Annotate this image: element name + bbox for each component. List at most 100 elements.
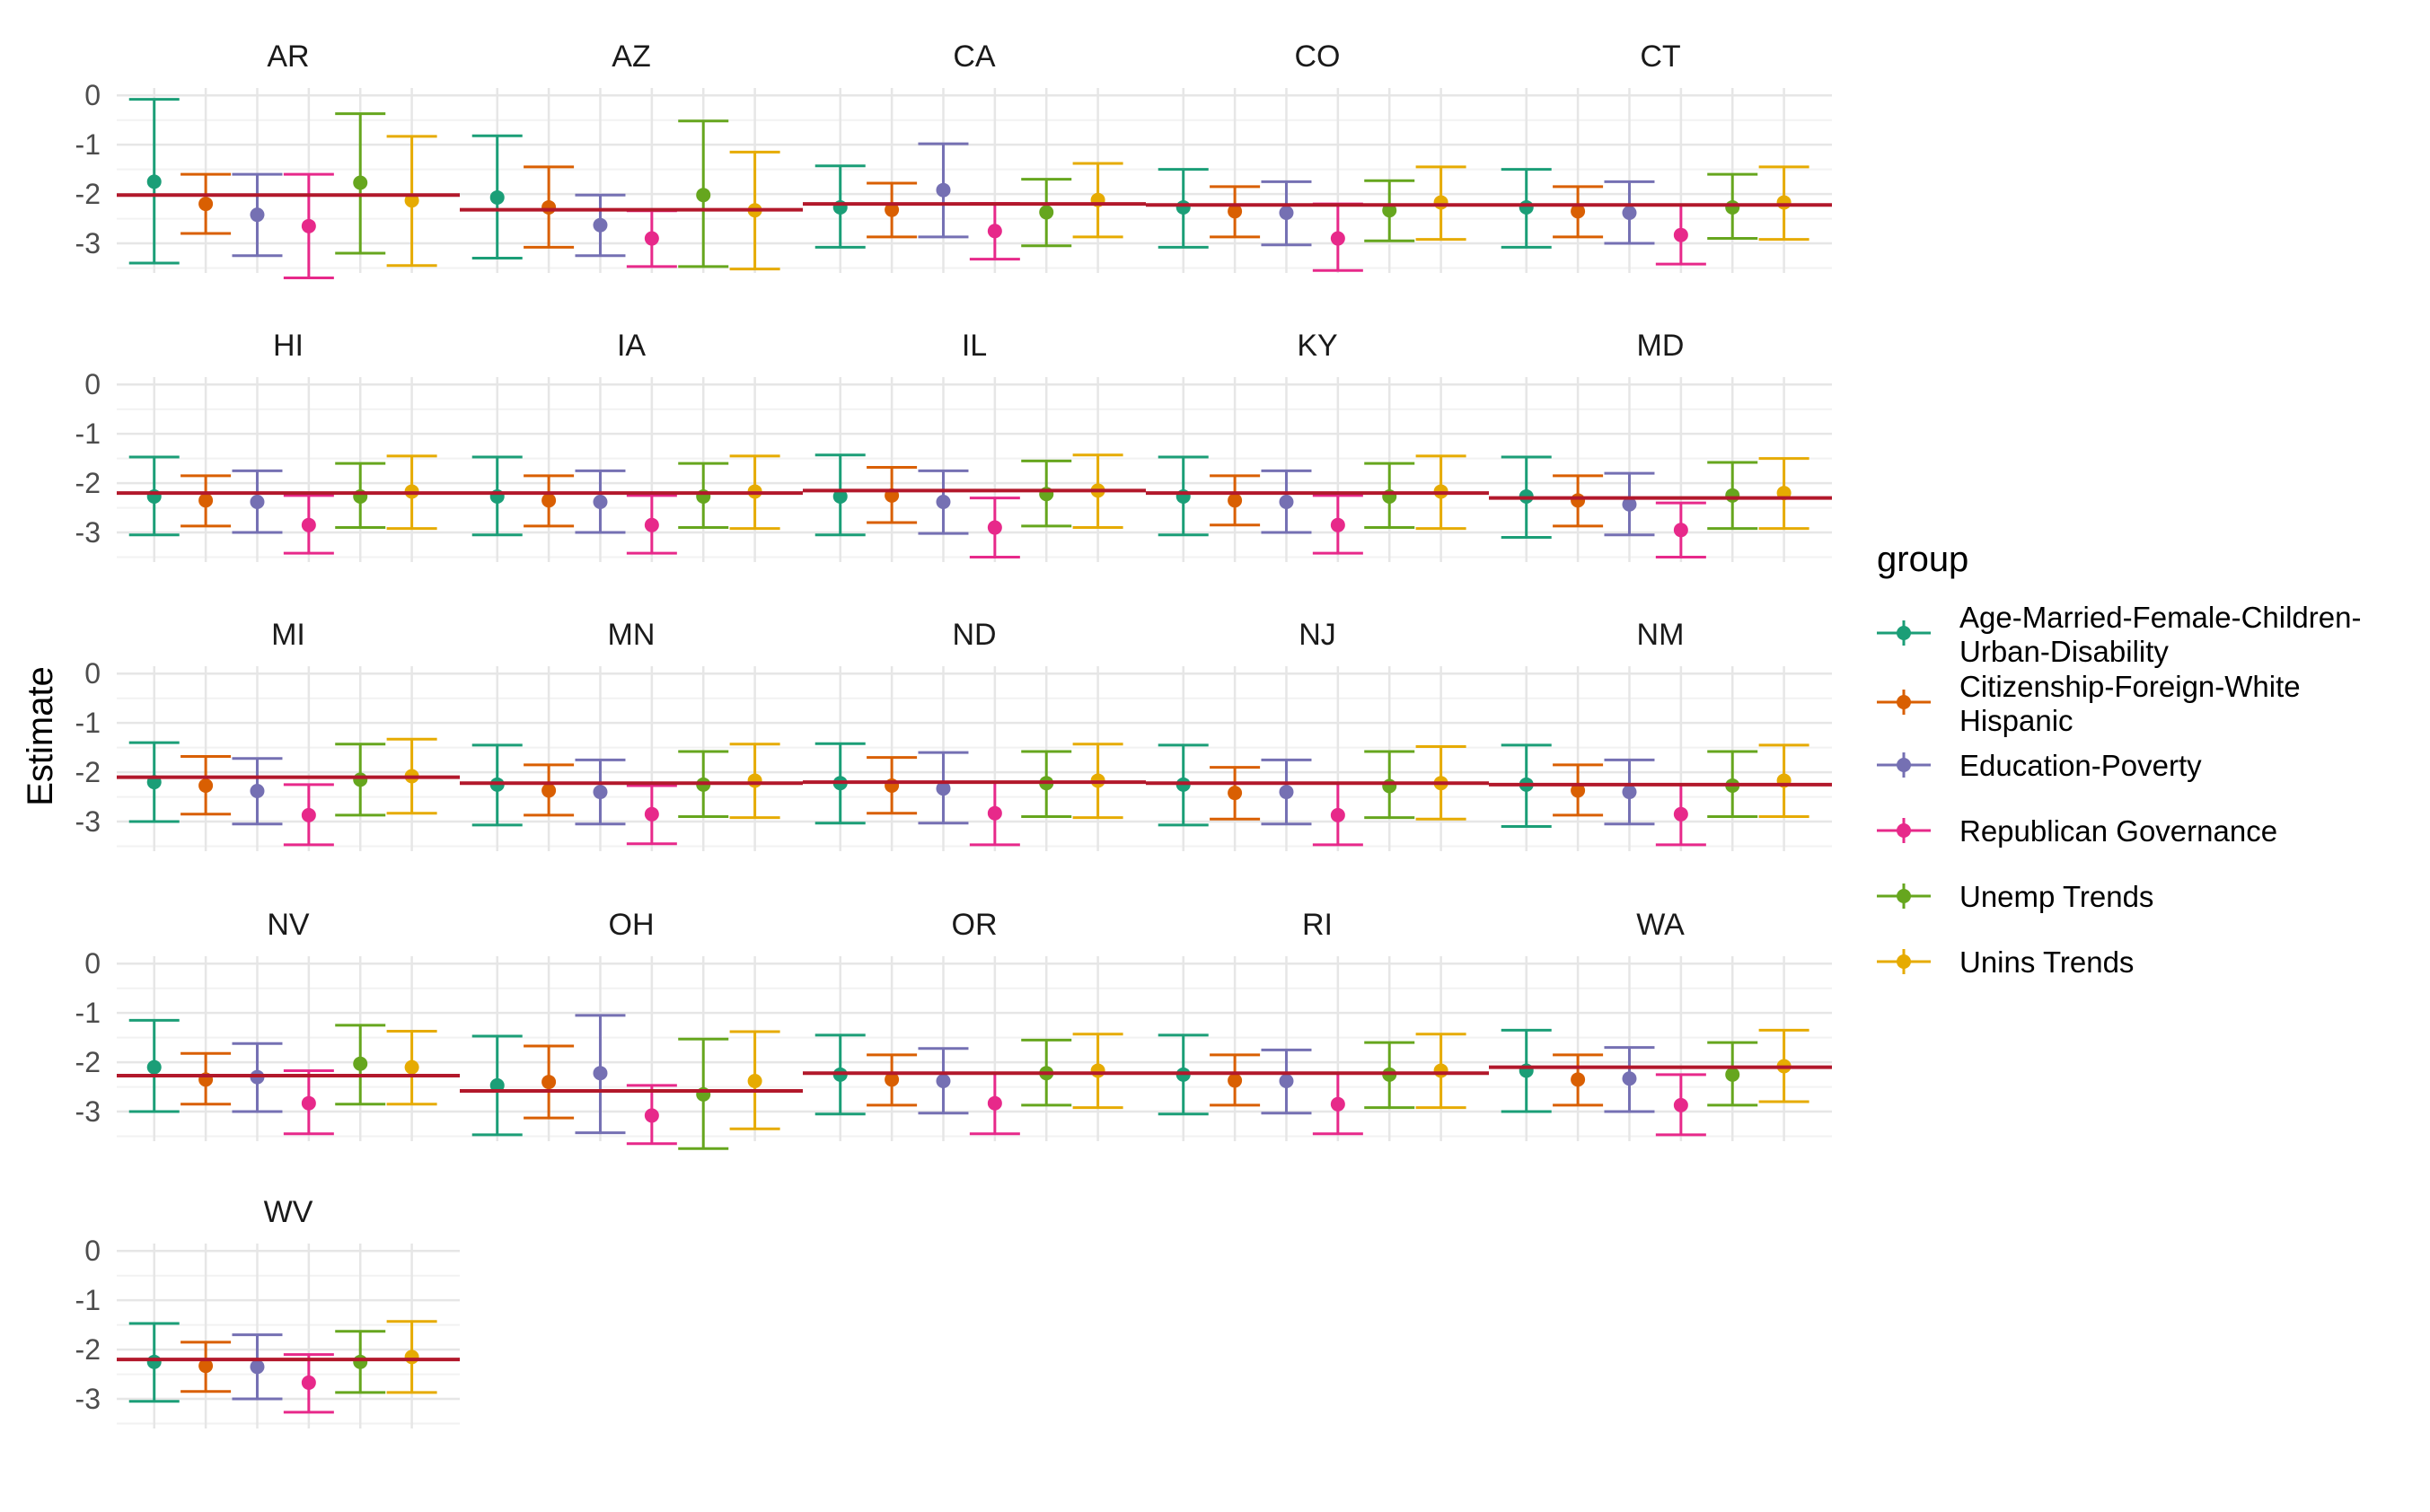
errorbar-ia-3 <box>626 494 677 555</box>
errorbar-ky-3 <box>1312 494 1363 555</box>
estimate-point <box>146 174 162 189</box>
errorbar-ca-5 <box>1072 162 1123 239</box>
facet-ky: KY <box>1146 329 1489 562</box>
estimate-point <box>1228 493 1243 508</box>
facet-ia: IA <box>460 329 803 562</box>
errorbar-ca-1 <box>867 181 918 239</box>
estimate-point <box>593 494 608 509</box>
estimate-point <box>1330 517 1345 532</box>
errorbar-nm-5 <box>1758 743 1809 819</box>
errorbar-ca-0 <box>814 164 866 249</box>
legend-label: Hispanic <box>1959 704 2073 737</box>
estimate-point <box>987 805 1002 821</box>
estimate-point <box>1571 493 1586 508</box>
errorbar-nj-2 <box>1261 758 1312 826</box>
estimate-point <box>1622 205 1637 220</box>
errorbar-ia-4 <box>678 462 729 530</box>
legend-label: Age-Married-Female-Children- <box>1959 601 2361 634</box>
estimate-point <box>1382 778 1397 794</box>
y-tick-label: -2 <box>75 1333 101 1366</box>
errorbar-nd-3 <box>969 780 1020 847</box>
estimate-point <box>644 517 659 532</box>
estimate-point <box>987 520 1002 535</box>
errorbar-ia-0 <box>471 455 523 537</box>
errorbar-or-5 <box>1072 1033 1123 1110</box>
estimate-point <box>593 1066 608 1081</box>
errorbar-oh-4 <box>678 1037 729 1150</box>
facet-title: MD <box>1637 329 1685 363</box>
estimate-point <box>644 806 659 822</box>
legend-key-point <box>1897 889 1911 903</box>
estimate-point <box>1725 488 1740 503</box>
estimate-point <box>1725 199 1740 215</box>
y-tick-label: -2 <box>75 178 101 210</box>
estimate-point <box>1673 227 1688 242</box>
estimate-point <box>1622 1071 1637 1086</box>
estimate-point <box>1175 199 1191 215</box>
errorbar-mi-3 <box>283 783 334 847</box>
estimate-point <box>644 1108 659 1123</box>
estimate-point <box>250 207 265 223</box>
y-tick-label: 0 <box>84 79 101 111</box>
facet-title: NJ <box>1299 618 1336 652</box>
errorbar-nj-1 <box>1210 766 1261 821</box>
legend-entry: Republican Governance <box>1877 814 2277 848</box>
facet-ca: CA <box>803 40 1146 273</box>
errorbar-il-4 <box>1021 459 1072 528</box>
errorbar-wa-2 <box>1604 1046 1655 1113</box>
errorbar-ri-2 <box>1261 1048 1312 1115</box>
estimate-point <box>489 1077 505 1093</box>
errorbar-ar-2 <box>232 172 283 258</box>
legend-entry: Education-Poverty <box>1877 749 2202 782</box>
facet-title: NV <box>267 908 310 942</box>
legend-entry: Unemp Trends <box>1877 880 2153 913</box>
estimate-point <box>1330 231 1345 246</box>
facet-title: NM <box>1637 618 1685 652</box>
errorbar-ar-3 <box>283 172 334 279</box>
facet-az: AZ <box>460 40 803 273</box>
errorbar-co-2 <box>1261 180 1312 247</box>
errorbar-or-1 <box>867 1053 918 1107</box>
facet-nm: NM <box>1489 618 1832 851</box>
errorbar-ia-1 <box>524 474 575 528</box>
legend-key-point <box>1897 626 1911 640</box>
errorbar-oh-0 <box>471 1034 523 1137</box>
errorbar-mn-5 <box>729 743 780 820</box>
estimate-point <box>301 218 316 233</box>
legend-label: Urban-Disability <box>1959 635 2169 668</box>
estimate-point <box>1725 1067 1740 1082</box>
estimate-point <box>1279 494 1294 509</box>
errorbar-mi-2 <box>232 757 283 826</box>
errorbar-ky-1 <box>1210 474 1261 527</box>
errorbar-wv-1 <box>180 1341 232 1393</box>
estimate-point <box>987 224 1002 239</box>
legend-entry: Unins Trends <box>1877 945 2134 979</box>
errorbar-ca-3 <box>969 202 1020 261</box>
legend-label: Unemp Trends <box>1959 880 2153 913</box>
facet-title: WV <box>264 1195 313 1229</box>
estimate-point <box>1776 195 1792 210</box>
errorbar-nd-1 <box>867 756 918 815</box>
estimate-point <box>198 197 214 212</box>
legend-key-point <box>1897 954 1911 969</box>
facet-title: MN <box>608 618 656 652</box>
errorbar-ct-0 <box>1501 168 1552 249</box>
estimate-point <box>1039 205 1054 220</box>
estimate-point <box>301 807 316 822</box>
errorbar-mn-3 <box>626 784 677 846</box>
errorbar-nv-4 <box>335 1024 386 1106</box>
estimate-point <box>1279 785 1294 800</box>
estimate-point <box>1433 1063 1448 1078</box>
estimate-point <box>489 189 505 205</box>
errorbar-ri-1 <box>1210 1053 1261 1107</box>
errorbar-nm-3 <box>1655 783 1706 847</box>
facet-title: IL <box>962 329 987 363</box>
facet-hi: HI 0 -1 -2 -3 <box>75 329 460 562</box>
errorbar-oh-3 <box>626 1084 677 1146</box>
facet-title: CA <box>953 40 996 74</box>
y-tick-label: -3 <box>75 805 101 838</box>
estimate-point <box>1330 807 1345 822</box>
estimate-point <box>1279 1073 1294 1088</box>
